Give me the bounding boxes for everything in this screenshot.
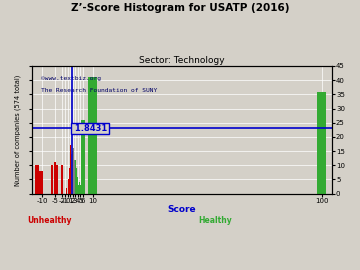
Text: Unhealthy: Unhealthy — [27, 217, 72, 225]
Bar — [56, 165, 58, 194]
Text: Z’-Score Histogram for USATP (2016): Z’-Score Histogram for USATP (2016) — [71, 3, 289, 13]
Title: Sector: Technology: Sector: Technology — [139, 56, 225, 65]
Bar — [81, 120, 85, 194]
X-axis label: Score: Score — [167, 205, 196, 214]
Bar — [89, 77, 97, 194]
Bar — [54, 163, 56, 194]
Bar — [35, 165, 39, 194]
Bar — [39, 171, 43, 194]
Bar — [62, 165, 63, 194]
Bar — [66, 188, 67, 194]
Text: 1.8431: 1.8431 — [72, 124, 108, 133]
Bar — [51, 165, 53, 194]
Text: Healthy: Healthy — [198, 217, 232, 225]
Y-axis label: Number of companies (574 total): Number of companies (574 total) — [15, 74, 22, 185]
Text: The Research Foundation of SUNY: The Research Foundation of SUNY — [41, 88, 157, 93]
Bar — [317, 92, 326, 194]
Text: ©www.textbiz.org: ©www.textbiz.org — [41, 76, 101, 81]
